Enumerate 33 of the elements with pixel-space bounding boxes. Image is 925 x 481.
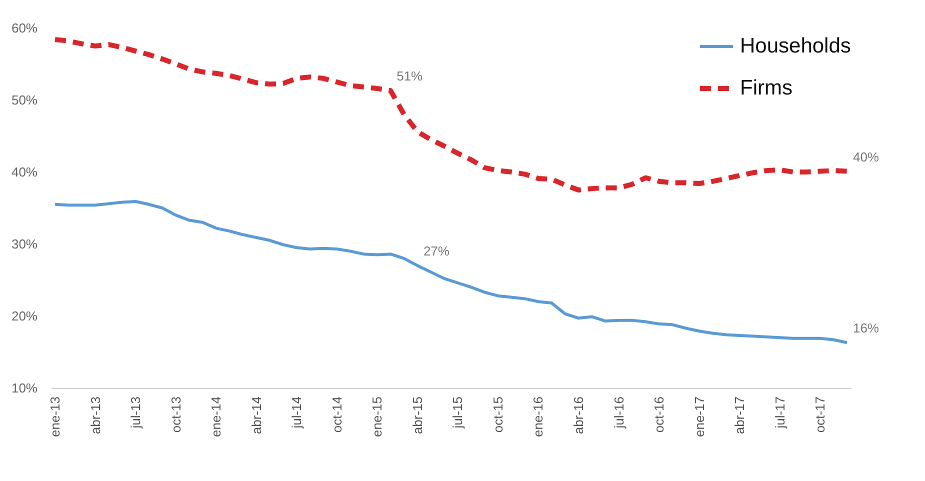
x-tick-label: abr-16 (571, 396, 586, 434)
data-label: 51% (396, 68, 424, 84)
x-tick-label: ene-14 (208, 396, 224, 437)
legend-label: Households (740, 34, 851, 58)
x-tick-label: abr-17 (732, 396, 748, 434)
x-tick-label: oct-17 (812, 396, 828, 433)
x-tick-label: ene-16 (530, 396, 546, 437)
x-tick-label: jul-16 (611, 396, 626, 430)
x-tick-label: jul-13 (128, 396, 144, 430)
data-label: 27% (423, 244, 450, 259)
x-tick-label: oct-16 (652, 396, 667, 433)
x-tick-label: ene-17 (692, 396, 707, 437)
y-tick-label: 40% (11, 164, 38, 180)
x-tick-label: jul-14 (289, 396, 304, 430)
x-tick-label: oct-14 (329, 396, 344, 433)
data-label: 16% (852, 320, 880, 336)
x-tick-label: jul-15 (450, 396, 466, 430)
x-tick-label: abr-14 (248, 396, 264, 434)
y-tick-label: 60% (11, 20, 38, 36)
x-tick-label: ene-13 (48, 396, 63, 437)
line-series (54, 200, 848, 344)
x-tick-label: oct-13 (168, 396, 184, 433)
x-tick-label: jul-17 (772, 396, 788, 430)
x-tick-label: abr-13 (88, 396, 103, 434)
x-tick-label: abr-15 (410, 396, 425, 434)
y-tick-label: 20% (11, 308, 38, 324)
y-tick-label: 10% (11, 380, 38, 396)
data-label: 40% (852, 149, 880, 164)
y-tick-label: 50% (11, 92, 38, 108)
y-tick-label: 30% (11, 236, 38, 252)
legend-label: Firms (740, 76, 792, 100)
x-tick-label: ene-15 (370, 396, 385, 437)
x-tick-label: oct-15 (490, 396, 506, 433)
